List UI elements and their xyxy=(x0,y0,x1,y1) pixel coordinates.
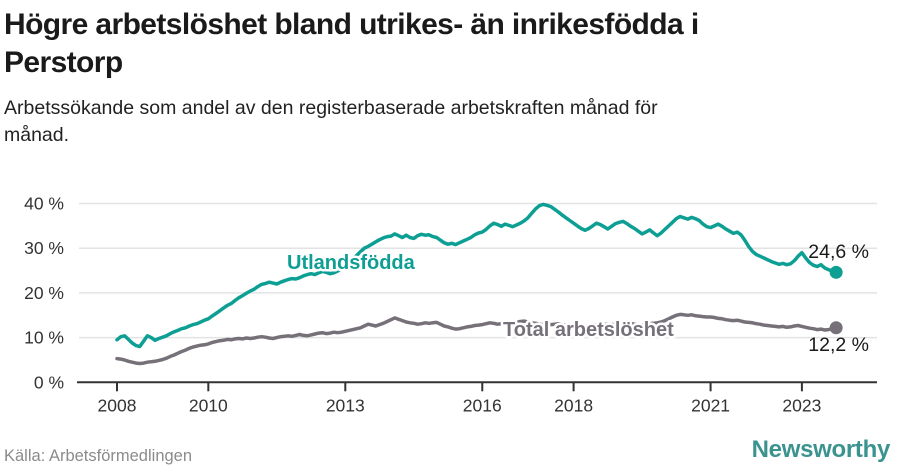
end-value-label-utlandsfodda: 24,6 % xyxy=(808,241,869,263)
title-line-2: Perstorp xyxy=(4,46,123,79)
axes-and-ticks: 0 % 10 % 20 % 30 % 40 % 2008 2010 2013 2016 2018 2… xyxy=(24,194,877,415)
newsworthy-logo: Newsworthy xyxy=(751,436,891,464)
series-label-total-arbetsloshet: Total arbetslöshet xyxy=(503,319,674,341)
source-note: Källa: Arbetsförmedlingen xyxy=(4,447,193,465)
x-axis-tick-label: 2016 xyxy=(463,395,502,415)
x-axis-tick-label: 2010 xyxy=(189,395,228,415)
series-end-dot xyxy=(829,265,843,279)
y-axis-tick-label: 30 % xyxy=(24,238,64,258)
page-title: Högre arbetslöshet bland utrikes- än inr… xyxy=(4,6,699,82)
x-axis-tick-label: 2018 xyxy=(554,395,593,415)
y-axis-tick-label: 20 % xyxy=(24,283,64,303)
line-chart: 0 % 10 % 20 % 30 % 40 % 2008 2010 2013 2016 2018 2… xyxy=(24,194,877,415)
series-line xyxy=(115,312,838,366)
chart-subtitle: Arbetssökande som andel av den registerb… xyxy=(4,95,658,149)
series-label-utlandsfodda: Utlandsfödda xyxy=(287,252,416,274)
y-axis-tick-label: 10 % xyxy=(24,328,64,348)
y-axis-tick-label: 0 % xyxy=(34,372,64,392)
data-series-lines xyxy=(115,202,843,366)
series-end-dot xyxy=(829,321,843,335)
x-axis-tick-label: 2013 xyxy=(326,395,365,415)
x-axis-tick-label: 2023 xyxy=(782,395,821,415)
y-axis-tick-label: 40 % xyxy=(24,194,64,214)
subtitle-line-1: Arbetssökande som andel av den registerb… xyxy=(4,97,658,119)
title-line-1: Högre arbetslöshet bland utrikes- än inr… xyxy=(4,8,699,41)
brand-name: Newsworthy xyxy=(751,436,891,463)
subtitle-line-2: månad. xyxy=(4,124,70,146)
gridlines xyxy=(79,202,877,339)
series-line xyxy=(115,202,838,349)
x-axis-tick-label: 2021 xyxy=(691,395,730,415)
x-axis-tick-label: 2008 xyxy=(98,395,137,415)
end-value-label-total: 12,2 % xyxy=(808,334,869,356)
